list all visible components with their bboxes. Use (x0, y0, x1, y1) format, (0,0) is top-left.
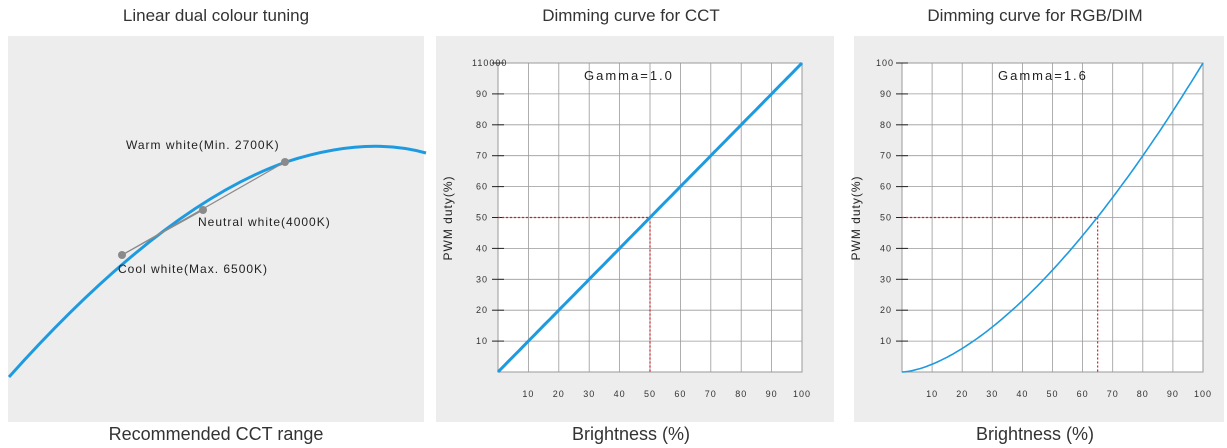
y-tick-label: 20 (476, 305, 488, 315)
cool-white-label: Cool white(Max. 6500K) (118, 262, 268, 276)
x-tick-label: 50 (1046, 389, 1058, 399)
x-tick-label: 70 (705, 389, 717, 399)
middle-x-axis-label: Brightness (%) (571, 424, 691, 444)
gamma-annotation: Gamma=1.0 (584, 68, 674, 83)
y-tick-label: 30 (880, 274, 892, 284)
x-tick-label: 50 (644, 389, 656, 399)
y-axis-label: PWM duty(%) (849, 175, 863, 260)
x-tick-label: 30 (583, 389, 595, 399)
series-line (901, 62, 1204, 373)
cct-range-diagram: Warm white(Min. 2700K) Neutral white(400… (7, 36, 427, 422)
right-x-axis-label: Brightness (%) (975, 424, 1095, 444)
y-tick-label: 90 (880, 89, 892, 99)
y-tick-label: 10 (880, 336, 892, 346)
x-tick-label: 100 (793, 389, 811, 399)
y-tick-label: 80 (476, 120, 488, 130)
y-top-tick-label: 100 (876, 58, 894, 68)
left-panel-title: Linear dual colour tuning (122, 6, 310, 25)
x-tick-label: 60 (674, 389, 686, 399)
x-tick-label: 80 (1137, 389, 1149, 399)
neutral-white-label: Neutral white(4000K) (198, 215, 331, 229)
warm-white-label: Warm white(Min. 2700K) (126, 138, 280, 152)
x-tick-label: 40 (1016, 389, 1028, 399)
y-axis-label: PWM duty(%) (441, 175, 455, 260)
x-tick-label: 10 (522, 389, 534, 399)
x-tick-label: 20 (553, 389, 565, 399)
neutral-white-point (199, 206, 207, 214)
series-line (496, 61, 804, 374)
x-tick-label: 40 (614, 389, 626, 399)
y-tick-label: 10 (476, 336, 488, 346)
left-panel-caption: Recommended CCT range (108, 424, 324, 444)
x-tick-label: 10 (926, 389, 938, 399)
y-tick-label: 50 (880, 213, 892, 223)
cct-dimming-chart: 10 20 30 40 50 60 70 80 90 100 10 20 30 40 50 60 70 80 90 1… (436, 36, 834, 422)
left-panel-background (8, 36, 424, 422)
x-tick-label: 60 (1077, 389, 1089, 399)
x-tick-label: 30 (986, 389, 998, 399)
y-tick-label: 80 (880, 120, 892, 130)
y-tick-label: 70 (880, 151, 892, 161)
x-tick-label: 70 (1107, 389, 1119, 399)
y-tick-label: 40 (476, 243, 488, 253)
cool-white-point (118, 251, 126, 259)
middle-chart-title: Dimming curve for CCT (542, 6, 720, 25)
y-tick-label: 30 (476, 274, 488, 284)
x-tick-label: 20 (956, 389, 968, 399)
right-chart-title: Dimming curve for RGB/DIM (927, 6, 1143, 25)
y-top-tick-label: 110000 (472, 58, 507, 68)
x-tick-label: 100 (1194, 389, 1212, 399)
warm-white-point (281, 158, 289, 166)
y-tick-label: 40 (880, 243, 892, 253)
y-tick-label: 20 (880, 305, 892, 315)
cct-curve (7, 144, 427, 379)
connector-cool-to-neutral (121, 209, 204, 256)
y-tick-label: 90 (476, 89, 488, 99)
rgb-dimming-chart: 10 20 30 40 50 60 70 80 90 100 10 20 30 40 50 60 70 80 90 1… (849, 36, 1224, 422)
gamma-annotation: Gamma=1.6 (998, 68, 1088, 83)
y-tick-label: 50 (476, 213, 488, 223)
x-tick-label: 80 (735, 389, 747, 399)
x-tick-label: 90 (766, 389, 778, 399)
y-tick-label: 60 (476, 182, 488, 192)
x-tick-label: 90 (1167, 389, 1179, 399)
y-tick-label: 70 (476, 151, 488, 161)
y-tick-label: 60 (880, 182, 892, 192)
